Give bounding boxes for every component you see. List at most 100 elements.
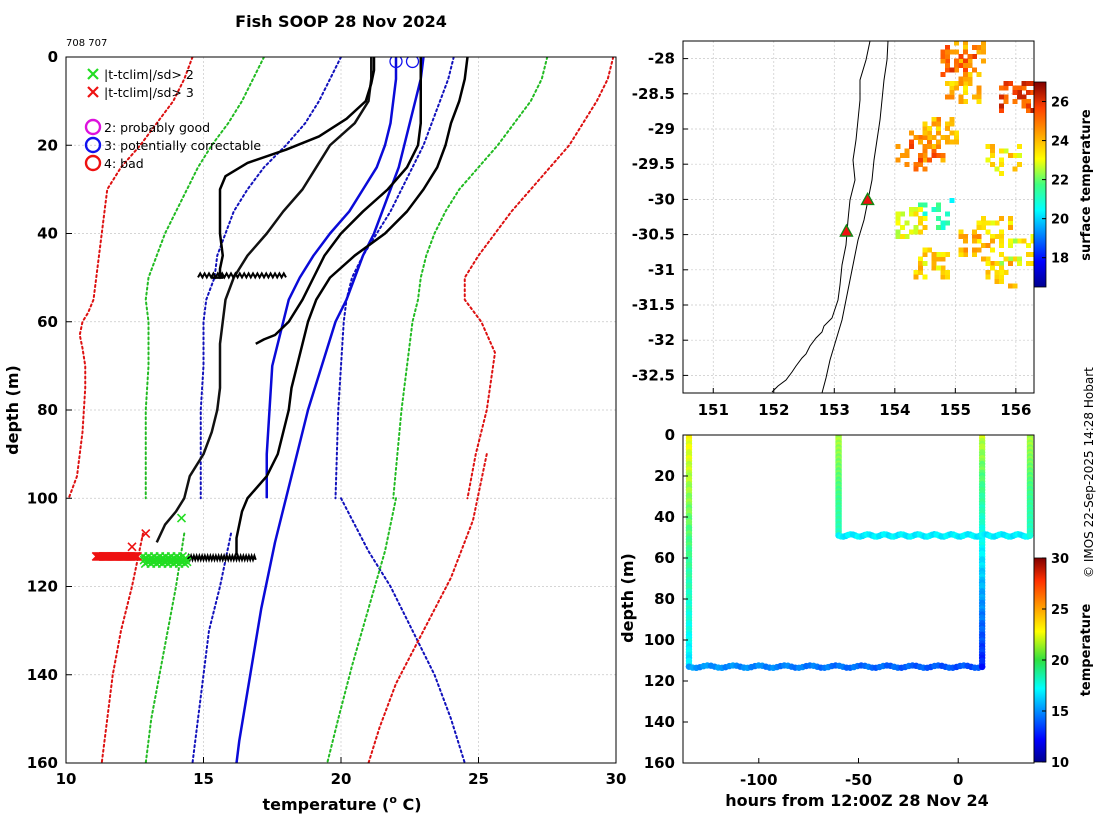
map-sst-pixel <box>967 72 973 77</box>
profile-line-clim-sd1-left <box>199 57 342 500</box>
map-sst-pixel <box>918 162 923 167</box>
map-sst-pixel <box>909 139 914 145</box>
map-sst-pixel <box>936 139 941 145</box>
map-sst-pixel <box>985 274 991 280</box>
section-ytick-label: 0 <box>665 426 675 444</box>
map-sst-pixel <box>981 58 986 64</box>
map-sst-pixel <box>922 274 928 280</box>
map-sst-pixel <box>922 225 928 230</box>
map-sst-pixel <box>1026 90 1031 95</box>
map-sst-pixel <box>922 148 928 154</box>
map-sst-pixel <box>958 63 964 68</box>
map-sst-pixel <box>1008 238 1013 244</box>
map-sst-pixel <box>927 126 932 131</box>
map-sst-pixel <box>922 121 928 127</box>
map-ticks: 151 152 153 154 155 156 -28 -28.5 -29 -29.5 -30 -30… <box>632 50 1032 419</box>
map-sst-pixel <box>954 81 959 86</box>
profile-xtick-label: 10 <box>56 770 77 788</box>
map-sst-pixel <box>913 162 919 167</box>
map-sst-pixel <box>1017 94 1022 100</box>
map-sst-pixel <box>1012 238 1018 244</box>
map-sst-pixel <box>940 58 946 64</box>
map-sst-pixel <box>994 261 1000 266</box>
map-sst-pixel <box>1030 81 1034 86</box>
map-sst-pixel <box>936 153 941 158</box>
map-sst-pixel <box>972 45 977 50</box>
section-colorbar-label: temperature <box>1079 604 1094 697</box>
map-sst-pixel <box>994 270 1000 275</box>
map-sst-pixel <box>999 261 1004 266</box>
map-sst-pixel <box>945 67 950 73</box>
map-sst-pixel <box>976 49 982 55</box>
map-ytick-label: -32.5 <box>632 366 675 384</box>
map-sst-pixel <box>963 45 968 50</box>
map-sst-pixel <box>945 49 950 55</box>
map-sst-pixel <box>918 207 923 212</box>
map-sst-pixel <box>999 234 1004 239</box>
map-sst-pixel <box>945 63 950 68</box>
section-colorbar-tick-label: 20 <box>1051 654 1069 669</box>
section-xtick-label: -50 <box>845 771 872 789</box>
map-sst-pixel <box>904 162 910 167</box>
map-sst-pixel <box>918 220 923 226</box>
map-sst-pixel <box>985 270 991 275</box>
legend-label: |t-tclim|/sd> 2 <box>104 67 194 82</box>
profile-line-clim-mean <box>155 57 373 543</box>
map-sst-pixel <box>958 234 964 239</box>
map-sst-pixel <box>945 126 950 131</box>
map-sst-pixel <box>936 126 941 131</box>
map-sst-pixel <box>940 252 946 257</box>
map-sst-pixel <box>918 229 923 235</box>
map-sst-pixel <box>922 261 928 266</box>
map-sst-pixel <box>990 247 995 253</box>
profile-line-sd2-right-deep <box>326 497 397 763</box>
map-sst-pixel <box>1026 108 1031 113</box>
map-sst-pixel <box>981 225 986 230</box>
map-sst-pixel <box>940 265 946 271</box>
map-sst-pixel <box>913 274 919 280</box>
map-sst-pixel <box>981 256 986 262</box>
map-sst-pixel <box>1012 166 1018 172</box>
map-sst-pixel <box>918 256 923 262</box>
map-sst-pixel <box>1012 283 1018 289</box>
map-sst-pixel <box>900 153 905 158</box>
map-sst-pixel <box>958 99 964 104</box>
map-sst-pixel <box>895 144 901 149</box>
map-sst-pixel <box>999 85 1004 91</box>
map-sst-pixel <box>895 211 901 217</box>
map-sst-pixel <box>913 135 919 140</box>
profile-ytick-label: 140 <box>27 666 58 684</box>
map-sst-pixel <box>976 85 982 91</box>
map-sst-pixel <box>936 202 941 208</box>
map-sst-pixel <box>967 63 973 68</box>
map-sst-pixel <box>936 252 941 257</box>
map-sst-pixel <box>931 117 937 122</box>
map-sst-pixel <box>1017 162 1022 167</box>
map-sst-pixel <box>967 54 973 59</box>
map-sst-pixel <box>958 247 964 253</box>
map-sst-pixel <box>963 67 968 73</box>
profile-flag-circle <box>389 57 403 69</box>
map-xtick-label: 152 <box>758 401 789 419</box>
map-sst-pixel <box>963 99 968 104</box>
legend-label: |t-tclim|/sd> 3 <box>104 85 194 100</box>
map-sst-pixel <box>990 220 995 226</box>
map-sst-pixel <box>931 153 937 158</box>
map-sst-pixel <box>913 270 919 275</box>
map-sst-pixel <box>936 144 941 149</box>
map-sst-pixel <box>1003 148 1009 154</box>
map-sst-pixel <box>918 216 923 221</box>
map-sst-pixel <box>994 274 1000 280</box>
map-colorbar-tick-label: 24 <box>1051 135 1069 150</box>
map-sst-pixel <box>913 229 919 235</box>
profile-flag-red <box>132 551 143 562</box>
map-sst-pixel <box>990 238 995 244</box>
profile-ytick-label: 20 <box>37 136 58 154</box>
map-sst-pixel <box>994 166 1000 172</box>
map-sst-pixel <box>1008 81 1013 86</box>
profile-xlabel-tail: C) <box>397 795 422 814</box>
map-sst-pixel <box>922 126 928 131</box>
map-sst-pixel <box>1017 238 1022 244</box>
map-sst-pixel <box>927 144 932 149</box>
map-sst-pixel <box>985 261 991 266</box>
